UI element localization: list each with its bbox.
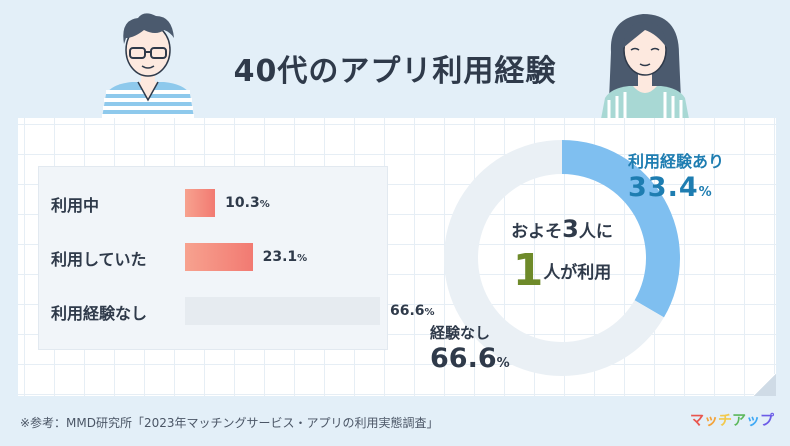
slice-label-value: 66.6% <box>430 343 510 374</box>
page-fold <box>754 374 776 396</box>
logo-char: チ <box>718 413 732 429</box>
logo-char: ッ <box>704 413 718 429</box>
bar-value: 66.6% <box>390 303 435 319</box>
slice-label-name: 経験なし <box>430 324 491 342</box>
logo-char: マ <box>690 413 704 429</box>
bar-row-used: 利用していた 23.1% <box>39 243 459 273</box>
bar <box>185 243 253 271</box>
bar-value: 23.1% <box>262 249 308 265</box>
bar <box>185 297 380 325</box>
bar-chart: 利用中 10.3% 利用していた 23.1% 利用経験なし 66.6% <box>38 166 435 350</box>
bar-row-using: 利用中 10.3% <box>39 189 459 219</box>
logo-char: ッ <box>746 413 760 429</box>
bar <box>185 189 216 217</box>
bar-label: 利用中 <box>51 196 100 215</box>
slice-label-experienced: 利用経験あり 33.4% <box>628 148 724 203</box>
donut-slice-none <box>444 140 664 376</box>
logo-char: ア <box>732 413 746 429</box>
slice-label-value: 33.4% <box>628 172 712 203</box>
chart-title: 40代のアプリ利用経験 <box>233 54 557 89</box>
brand-logo: マッチアップ <box>690 410 774 430</box>
logo-char: プ <box>760 413 774 429</box>
bar-label: 利用していた <box>51 250 147 269</box>
donut-center-text: およそ3人に 1人が利用 <box>492 215 632 296</box>
bar-row-never: 利用経験なし 66.6% <box>39 297 459 327</box>
slice-label-name: 利用経験あり <box>628 152 725 171</box>
slice-label-none: 経験なし 66.6% <box>430 322 510 374</box>
man-illustration <box>102 13 194 118</box>
donut-center-line2: 1人が利用 <box>512 245 612 296</box>
bar-value: 10.3% <box>225 195 270 211</box>
donut-center-line1: およそ3人に <box>511 215 613 243</box>
source-note: ※参考：MMD研究所「2023年マッチングサービス・アプリの利用実態調査」 <box>20 416 439 430</box>
donut-slice-experienced <box>562 140 680 318</box>
bar-label: 利用経験なし <box>51 304 148 323</box>
woman-illustration <box>601 14 689 119</box>
donut-chart <box>444 140 680 376</box>
